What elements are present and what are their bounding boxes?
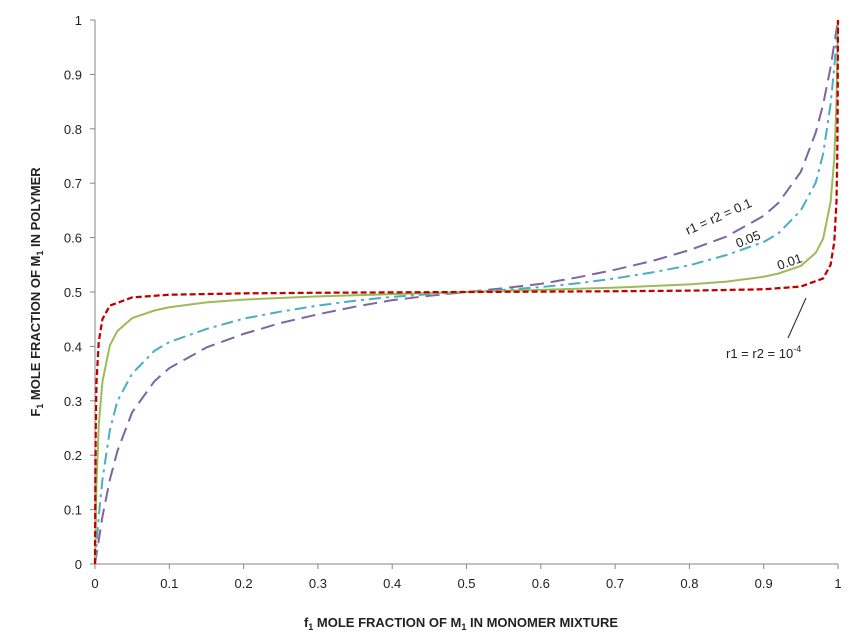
y-tick-label: 0.9 (64, 67, 82, 82)
x-tick-label: 0.1 (160, 576, 178, 591)
x-tick-label: 0.2 (235, 576, 253, 591)
x-tick-label: 0.3 (309, 576, 327, 591)
y-tick-label: 0.5 (64, 285, 82, 300)
x-tick-label: 0.4 (383, 576, 401, 591)
y-tick-label: 0.3 (64, 394, 82, 409)
annotation-r-0.1: r1 = r2 = 0.1 (683, 195, 754, 238)
y-ticks: 0 0.1 0.2 0.3 0.4 0.5 0.6 0.7 0.8 0.9 1 (64, 13, 95, 572)
y-axis-title-middle: MOLE FRACTION OF M (28, 256, 43, 404)
y-axis-title-prefix: F (28, 409, 43, 417)
annotation-r-0.01: 0.01 (775, 250, 804, 272)
x-tick-label: 0 (91, 576, 98, 591)
y-axis-title: F1 MOLE FRACTION OF M1 IN POLYMER (28, 167, 45, 417)
annotation-r-1e-4-base: r1 = r2 = 10 (726, 346, 793, 361)
x-axis-title-middle-sub: 1 (461, 622, 466, 632)
y-tick-label: 0.1 (64, 503, 82, 518)
x-axis-title: f1 MOLE FRACTION OF M1 IN MONOMER MIXTUR… (304, 615, 618, 632)
x-axis-title-middle: MOLE FRACTION OF M (313, 615, 461, 630)
y-axis-title-suffix: IN POLYMER (28, 167, 43, 251)
y-axis-title-middle-sub: 1 (35, 251, 45, 256)
x-tick-label: 0.8 (680, 576, 698, 591)
y-tick-label: 0.2 (64, 448, 82, 463)
annotation-leader-line (787, 297, 807, 339)
y-tick-label: 0 (75, 557, 82, 572)
x-tick-label: 0.6 (532, 576, 550, 591)
x-tick-label: 1 (834, 576, 841, 591)
y-tick-label: 0.4 (64, 339, 82, 354)
x-ticks: 0 0.1 0.2 0.3 0.4 0.5 0.6 0.7 0.8 0.9 1 (91, 564, 842, 591)
y-axis-title-prefix-sub: 1 (35, 404, 45, 409)
x-axis-title-suffix: IN MONOMER MIXTURE (466, 615, 618, 630)
series-line-r-0.01 (94, 19, 839, 565)
x-axis-title-prefix: f (304, 615, 309, 630)
y-tick-label: 0.8 (64, 122, 82, 137)
y-tick-label: 0.7 (64, 176, 82, 191)
x-tick-label: 0.7 (606, 576, 624, 591)
x-axis-title-prefix-sub: 1 (308, 622, 313, 632)
y-tick-label: 0.6 (64, 231, 82, 246)
series-layer (93, 19, 840, 565)
annotation-r-1e-4: r1 = r2 = 10-4 (726, 344, 801, 361)
annotation-r-1e-4-exponent: -4 (793, 344, 801, 354)
x-tick-label: 0.9 (755, 576, 773, 591)
y-tick-label: 1 (75, 13, 82, 28)
series-line-r-0.1 (94, 19, 839, 565)
x-tick-label: 0.5 (457, 576, 475, 591)
